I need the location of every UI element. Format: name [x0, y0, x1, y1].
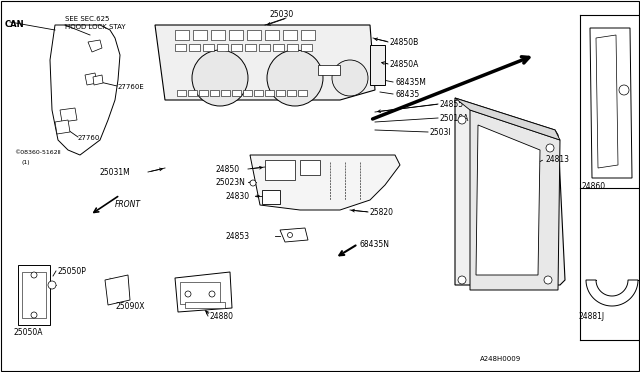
Polygon shape	[455, 98, 565, 285]
FancyBboxPatch shape	[211, 30, 225, 40]
Text: 25090X: 25090X	[115, 302, 145, 311]
FancyBboxPatch shape	[265, 30, 279, 40]
FancyBboxPatch shape	[245, 44, 256, 51]
FancyBboxPatch shape	[247, 30, 261, 40]
Text: 24853: 24853	[225, 232, 249, 241]
Polygon shape	[50, 25, 120, 155]
Circle shape	[192, 50, 248, 106]
Text: 68435M: 68435M	[395, 78, 426, 87]
Text: 25031M: 25031M	[100, 168, 131, 177]
Text: SEE SEC.625: SEE SEC.625	[65, 16, 109, 22]
Polygon shape	[280, 228, 308, 242]
FancyBboxPatch shape	[287, 44, 298, 51]
Text: CAN: CAN	[5, 20, 24, 29]
Polygon shape	[596, 35, 618, 168]
FancyBboxPatch shape	[232, 90, 241, 96]
Text: 68435N: 68435N	[360, 240, 390, 249]
Polygon shape	[105, 275, 130, 305]
FancyBboxPatch shape	[199, 90, 208, 96]
FancyBboxPatch shape	[265, 160, 295, 180]
Circle shape	[544, 276, 552, 284]
Circle shape	[619, 85, 629, 95]
Text: 27760E: 27760E	[118, 84, 145, 90]
Circle shape	[185, 291, 191, 297]
Text: 24881J: 24881J	[579, 312, 605, 321]
Text: 2503l: 2503l	[430, 128, 452, 137]
Circle shape	[250, 180, 256, 186]
Polygon shape	[470, 110, 560, 290]
Text: 25050P: 25050P	[58, 267, 87, 276]
FancyBboxPatch shape	[243, 90, 252, 96]
Text: ©08360-5162Ⅱ: ©08360-5162Ⅱ	[14, 150, 61, 155]
Text: 68435: 68435	[395, 90, 419, 99]
Circle shape	[209, 291, 215, 297]
Polygon shape	[455, 98, 560, 140]
Circle shape	[458, 276, 466, 284]
Circle shape	[48, 281, 56, 289]
Text: 24850: 24850	[215, 165, 239, 174]
Text: 24830: 24830	[225, 192, 249, 201]
Text: (1): (1)	[22, 160, 31, 165]
FancyBboxPatch shape	[180, 282, 220, 304]
Text: A248H0009: A248H0009	[480, 356, 521, 362]
FancyBboxPatch shape	[262, 190, 280, 204]
Text: 25010A: 25010A	[440, 114, 469, 123]
FancyBboxPatch shape	[273, 44, 284, 51]
FancyBboxPatch shape	[175, 30, 189, 40]
Polygon shape	[93, 75, 103, 85]
Text: 24855: 24855	[440, 100, 464, 109]
Circle shape	[458, 116, 466, 124]
FancyBboxPatch shape	[188, 90, 197, 96]
Polygon shape	[55, 120, 70, 134]
Text: 24850B: 24850B	[390, 38, 419, 47]
Polygon shape	[590, 28, 632, 178]
FancyBboxPatch shape	[276, 90, 285, 96]
FancyBboxPatch shape	[175, 44, 186, 51]
Circle shape	[332, 60, 368, 96]
Polygon shape	[476, 125, 540, 275]
Text: 24860: 24860	[582, 182, 606, 191]
FancyBboxPatch shape	[177, 90, 186, 96]
FancyBboxPatch shape	[301, 44, 312, 51]
Circle shape	[31, 312, 37, 318]
FancyBboxPatch shape	[283, 30, 297, 40]
Text: FRONT: FRONT	[115, 200, 141, 209]
Circle shape	[267, 50, 323, 106]
FancyBboxPatch shape	[18, 265, 50, 325]
Polygon shape	[85, 73, 97, 85]
FancyBboxPatch shape	[298, 90, 307, 96]
FancyBboxPatch shape	[221, 90, 230, 96]
Polygon shape	[586, 280, 638, 306]
Text: 25820: 25820	[370, 208, 394, 217]
FancyBboxPatch shape	[189, 44, 200, 51]
Circle shape	[287, 232, 292, 237]
FancyBboxPatch shape	[203, 44, 214, 51]
Polygon shape	[88, 40, 102, 52]
FancyBboxPatch shape	[301, 30, 315, 40]
FancyBboxPatch shape	[287, 90, 296, 96]
Text: 25023N: 25023N	[215, 178, 245, 187]
FancyBboxPatch shape	[185, 302, 225, 308]
FancyBboxPatch shape	[229, 30, 243, 40]
Polygon shape	[175, 272, 232, 312]
FancyBboxPatch shape	[300, 160, 320, 175]
FancyBboxPatch shape	[231, 44, 242, 51]
Text: 24813: 24813	[545, 155, 569, 164]
FancyBboxPatch shape	[193, 30, 207, 40]
Text: 25050A: 25050A	[14, 328, 44, 337]
FancyBboxPatch shape	[254, 90, 263, 96]
Text: 25030: 25030	[270, 10, 294, 19]
FancyBboxPatch shape	[265, 90, 274, 96]
Text: 24880: 24880	[210, 312, 234, 321]
FancyBboxPatch shape	[318, 65, 340, 75]
Polygon shape	[155, 25, 375, 100]
Polygon shape	[60, 108, 77, 122]
Text: HOOD LOCK STAY: HOOD LOCK STAY	[65, 24, 125, 30]
Polygon shape	[250, 155, 400, 210]
FancyBboxPatch shape	[22, 272, 46, 318]
Text: 24850A: 24850A	[390, 60, 419, 69]
Circle shape	[31, 272, 37, 278]
Circle shape	[546, 144, 554, 152]
FancyBboxPatch shape	[210, 90, 219, 96]
